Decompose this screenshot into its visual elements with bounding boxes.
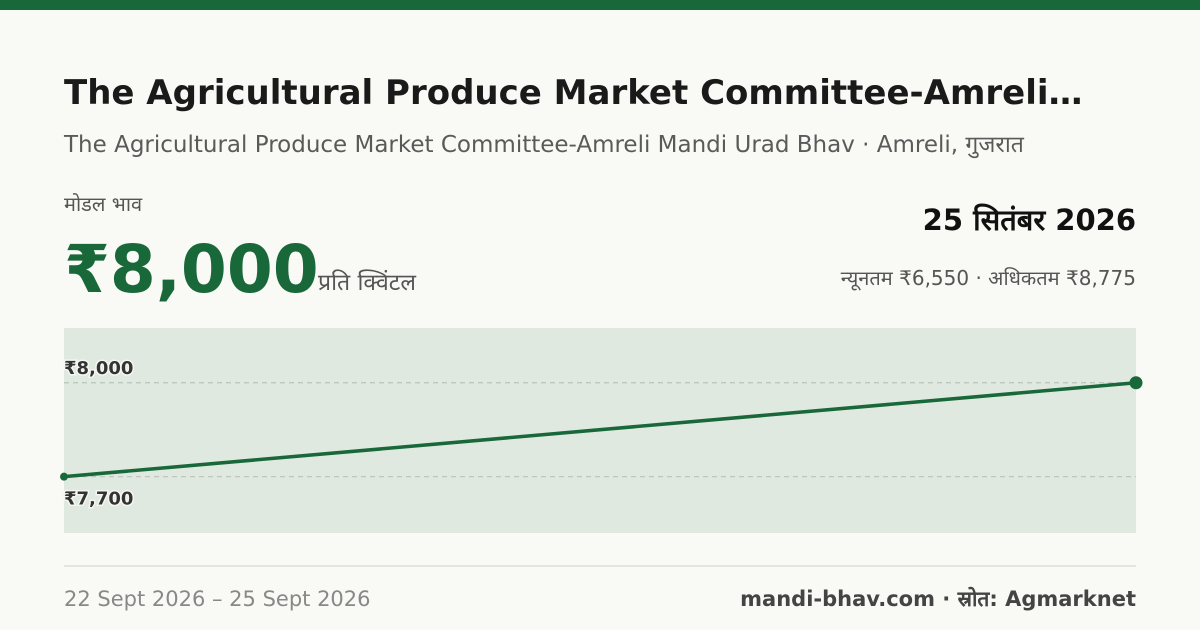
price-date: 25 सितंबर 2026 <box>923 203 1136 237</box>
price-label: मोडल भाव <box>64 192 143 216</box>
y-tick-label: ₹8,000 <box>64 358 133 379</box>
plot: ₹8,000 ₹7,700 <box>60 356 1143 511</box>
subtitle: The Agricultural Produce Market Committe… <box>63 132 1025 159</box>
footer-period: 22 Sept 2026 – 25 Sept 2026 <box>64 587 371 611</box>
price-range: न्यूनतम ₹6,550 · अधिकतम ₹8,775 <box>841 266 1136 291</box>
y-tick-label: ₹7,700 <box>64 489 133 510</box>
line <box>63 381 1137 479</box>
price-value: ₹8,000 <box>64 231 319 308</box>
point <box>1129 376 1143 390</box>
title: The Agricultural Produce Market Committe… <box>64 73 1083 113</box>
top-bar <box>0 0 1200 10</box>
price-unit: प्रति क्विंटल <box>318 269 416 296</box>
footer-source: mandi-bhav.com · स्रोत: Agmarknet <box>740 586 1136 611</box>
point <box>60 472 68 481</box>
